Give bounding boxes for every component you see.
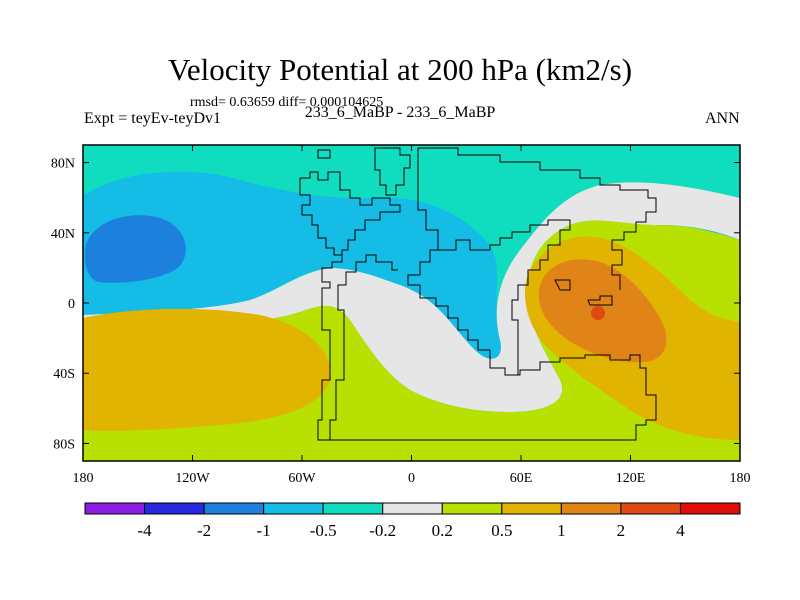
- y-tick-label: 40N: [51, 227, 75, 242]
- chart-title: Velocity Potential at 200 hPa (km2/s): [167, 52, 633, 87]
- north-america-west: [299, 178, 342, 256]
- x-tick-label: 180: [73, 471, 94, 486]
- indian-ocean-core: [591, 306, 605, 320]
- x-tick-label: 120E: [616, 471, 646, 486]
- x-tick-label: 60W: [288, 471, 316, 486]
- colorbar-label: -0.5: [310, 521, 337, 540]
- colorbar-label: -0.2: [369, 521, 396, 540]
- x-axis: 180 120W 60W 0 60E 120E 180: [73, 145, 751, 486]
- x-tick-label: 120W: [175, 471, 210, 486]
- y-tick-label: 40S: [53, 367, 75, 382]
- x-tick-label: 60E: [510, 471, 533, 486]
- colorbar-swatch: [322, 502, 384, 515]
- stats-text: rmsd= 0.63659 diff= 0.000104625: [190, 95, 384, 110]
- y-tick-label: 0: [68, 297, 75, 312]
- colorbar-swatch: [263, 502, 324, 515]
- contour-field: [83, 145, 740, 461]
- colorbar-label: 0.5: [491, 521, 512, 540]
- colorbar-label: -2: [197, 521, 211, 540]
- colorbar-label: 0.2: [432, 521, 453, 540]
- case-label: 233_6_MaBP - 233_6_MaBP: [304, 104, 496, 121]
- colorbar-swatch: [84, 502, 146, 515]
- colorbar-label: -4: [137, 521, 152, 540]
- continent-outlines: [299, 147, 657, 441]
- indonesia-outline: [554, 279, 613, 306]
- north-pacific-negative: [83, 171, 501, 359]
- y-tick-label: 80N: [51, 157, 75, 172]
- colorbar-swatch: [203, 502, 265, 515]
- y-tick-label: 80S: [53, 437, 75, 452]
- colorbar-swatch: [501, 502, 562, 515]
- colorbar: -4 -2 -1 -0.5 -0.2 0.2 0.5 1 2 4: [84, 502, 741, 540]
- americas-outline: [300, 149, 401, 441]
- south-pacific-positive: [83, 308, 331, 431]
- period-label: ANN: [705, 110, 740, 127]
- y-axis: 80N 40N 0 40S 80S: [51, 157, 740, 452]
- greenland-outline: [374, 147, 411, 196]
- x-tick-label: 180: [730, 471, 751, 486]
- colorbar-swatch: [382, 502, 443, 515]
- colorbar-label: 4: [676, 521, 685, 540]
- colorbar-swatch: [560, 502, 622, 515]
- near-zero-band: [83, 182, 740, 412]
- eurasia-africa-outline: [322, 147, 657, 441]
- colorbar-label: 1: [557, 521, 566, 540]
- x-tick-label: 0: [408, 471, 415, 486]
- colorbar-label: -1: [257, 521, 271, 540]
- north-pacific-core: [84, 215, 186, 283]
- colorbar-swatch: [144, 502, 205, 515]
- experiment-label: Expt = teyEv-teyDv1: [84, 110, 221, 127]
- colorbar-swatch: [441, 502, 503, 515]
- colorbar-swatch: [620, 502, 681, 515]
- colorbar-swatch: [679, 502, 741, 515]
- africa-east-coast: [438, 219, 571, 375]
- colorbar-label: 2: [617, 521, 626, 540]
